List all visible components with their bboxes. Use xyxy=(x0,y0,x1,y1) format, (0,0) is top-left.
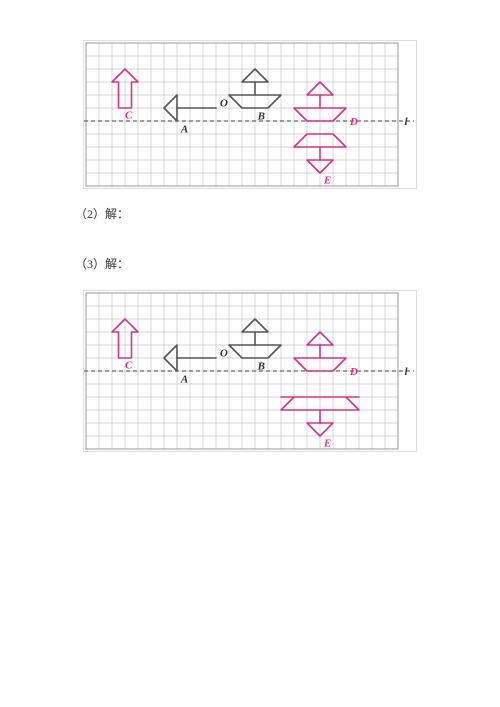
figure-2: C O A B D El xyxy=(83,290,417,452)
grid-figure-1: C O A B D El xyxy=(84,41,416,188)
svg-text:E: E xyxy=(323,437,331,449)
caption-2: （2）解： xyxy=(75,205,129,222)
caption-3: （3）解： xyxy=(75,255,129,272)
svg-text:l: l xyxy=(405,366,409,378)
svg-text:A: A xyxy=(180,374,188,386)
svg-text:A: A xyxy=(180,124,188,136)
figure-1: C O A B D El xyxy=(83,40,417,189)
svg-text:O: O xyxy=(220,348,228,360)
grid-figure-2: C O A B D El xyxy=(84,291,416,451)
svg-text:B: B xyxy=(257,111,265,123)
svg-text:E: E xyxy=(323,174,331,186)
svg-text:B: B xyxy=(257,361,265,373)
svg-text:C: C xyxy=(125,109,133,121)
svg-text:D: D xyxy=(349,366,358,378)
svg-text:O: O xyxy=(220,98,228,110)
svg-text:C: C xyxy=(125,359,133,371)
svg-text:l: l xyxy=(405,116,409,128)
svg-text:D: D xyxy=(349,116,358,128)
